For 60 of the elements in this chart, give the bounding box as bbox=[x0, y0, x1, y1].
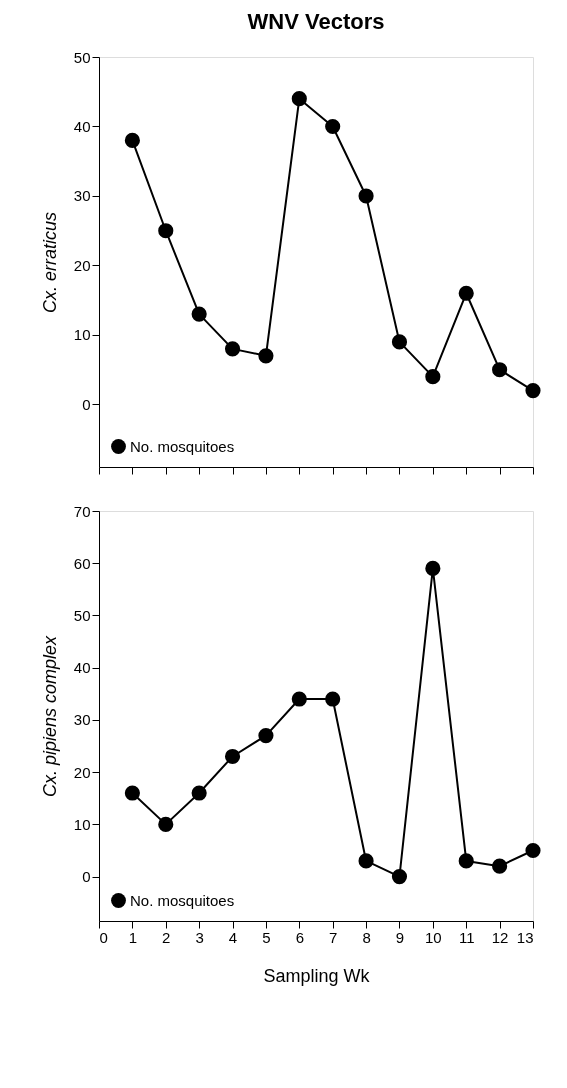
x-tick-label: 6 bbox=[295, 928, 304, 946]
point bbox=[325, 118, 341, 135]
x-tick-label: 7 bbox=[329, 928, 338, 946]
point bbox=[158, 223, 174, 239]
y-tick-label: 10 bbox=[73, 326, 91, 344]
x-tick-label: 2 bbox=[162, 928, 171, 946]
y-tick-label: 0 bbox=[82, 868, 91, 886]
y-axis-title: Cx. pipiens complex bbox=[39, 634, 60, 798]
y-tick-label: 40 bbox=[73, 117, 91, 135]
x-tick-label: 13 bbox=[516, 928, 534, 946]
y-axis-title: Cx. erraticus bbox=[39, 211, 60, 314]
y-tick-label: 50 bbox=[73, 606, 91, 624]
point bbox=[525, 382, 541, 399]
point bbox=[258, 728, 274, 744]
x-tick-label: 0 bbox=[99, 928, 108, 946]
y-tick-label: 30 bbox=[73, 711, 91, 729]
point bbox=[191, 785, 207, 801]
point bbox=[224, 341, 241, 357]
x-tick-label: 1 bbox=[128, 928, 138, 946]
point bbox=[425, 560, 441, 577]
y-tick-label: 30 bbox=[73, 187, 91, 205]
x-tick-label: 9 bbox=[395, 928, 405, 946]
legend-label: No. mosquitoes bbox=[130, 891, 235, 909]
point bbox=[525, 842, 541, 859]
point bbox=[391, 334, 408, 350]
point bbox=[325, 691, 341, 707]
point bbox=[291, 691, 307, 707]
x-tick-label: 4 bbox=[228, 928, 238, 946]
x-tick-label: 12 bbox=[491, 928, 509, 946]
point bbox=[291, 91, 307, 107]
point bbox=[358, 853, 374, 869]
point bbox=[124, 132, 140, 148]
point bbox=[358, 188, 374, 204]
point bbox=[258, 348, 274, 364]
point bbox=[458, 285, 474, 301]
point bbox=[191, 306, 207, 322]
y-tick-label: 10 bbox=[73, 815, 91, 833]
y-tick-label: 50 bbox=[73, 48, 91, 66]
y-tick-label: 70 bbox=[73, 502, 91, 520]
x-axis-title: Sampling Wk bbox=[263, 965, 371, 986]
x-tick-label: 8 bbox=[362, 928, 371, 946]
point bbox=[224, 748, 241, 765]
y-tick-label: 40 bbox=[73, 659, 91, 677]
legend-label: No. mosquitoes bbox=[130, 437, 235, 455]
x-tick-label: 10 bbox=[425, 928, 442, 946]
x-tick-label: 5 bbox=[262, 928, 271, 946]
y-tick-label: 20 bbox=[73, 256, 91, 274]
point bbox=[124, 785, 140, 801]
chart-title: WNV Vectors bbox=[247, 9, 385, 34]
x-tick-label: 11 bbox=[458, 928, 475, 946]
point bbox=[492, 858, 508, 874]
point bbox=[425, 369, 441, 385]
y-tick-label: 60 bbox=[73, 554, 91, 572]
point bbox=[458, 853, 474, 869]
point bbox=[391, 869, 408, 885]
y-tick-label: 20 bbox=[73, 763, 91, 781]
point bbox=[492, 362, 508, 378]
point bbox=[158, 816, 174, 832]
y-tick-label: 0 bbox=[82, 395, 91, 413]
x-tick-label: 3 bbox=[195, 928, 204, 946]
